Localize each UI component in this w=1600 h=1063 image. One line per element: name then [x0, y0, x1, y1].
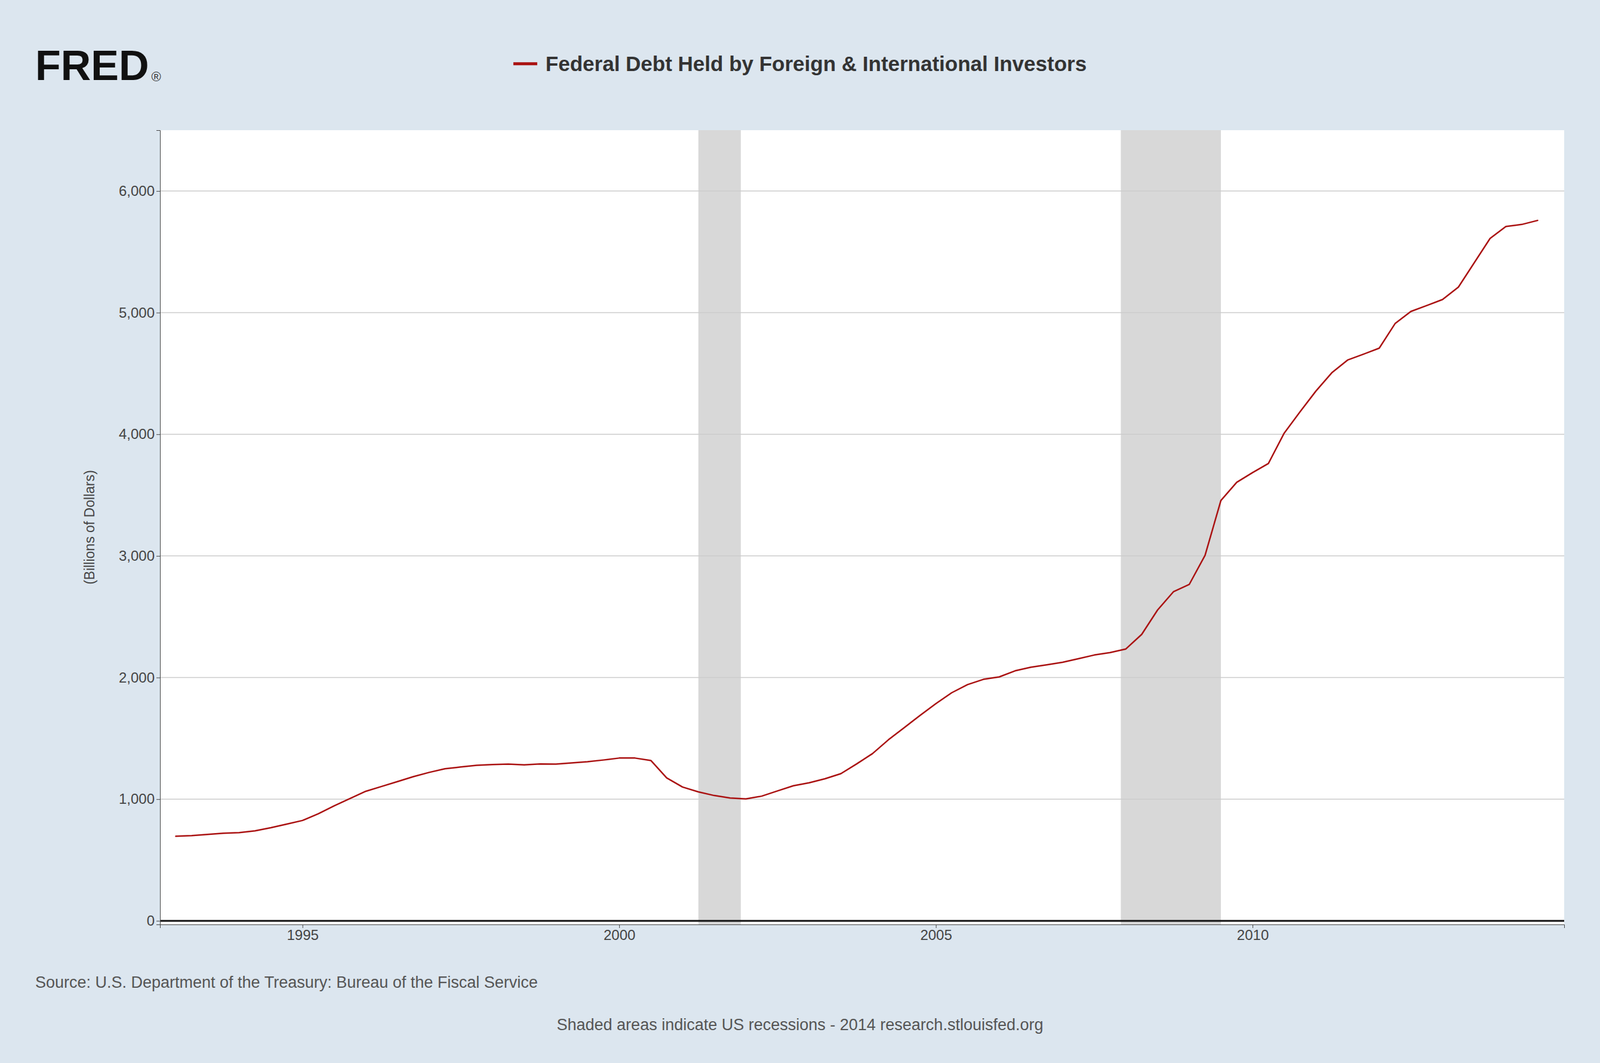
y-tick-mark: [156, 312, 160, 314]
y-tick: 6,000: [118, 182, 160, 199]
x-tick: 2000: [603, 924, 636, 943]
title: Federal Debt Held by Foreign & Internati…: [545, 51, 1087, 76]
y-axis: 0 1,000 2,000 3,000 4,000 5,000 6,000: [118, 130, 161, 929]
y-tick-mark: [156, 191, 160, 192]
y-tick: 1,000: [118, 790, 160, 807]
y-axis-title: (Billions of Dollars): [81, 469, 98, 585]
x-tick-label: 2010: [1237, 926, 1269, 943]
data-line: [176, 220, 1538, 836]
page-background: [0, 0, 1600, 1063]
plot: 0 1,000 2,000 3,000 4,000 5,000 6,000 1995 2000 2…: [81, 130, 1565, 943]
grid-line: [160, 312, 1565, 314]
y-tick-label: 4,000: [118, 425, 155, 442]
y-tick: 0: [146, 912, 160, 929]
y-tick-label: 6,000: [118, 182, 155, 199]
y-tick-mark: [156, 677, 160, 679]
recession-band: [1120, 130, 1221, 925]
y-tick-label: 3,000: [118, 547, 155, 564]
x-tick: 2005: [920, 924, 952, 943]
x-tick-label: 2000: [603, 926, 636, 943]
grid: [160, 191, 1565, 921]
x-axis: 1995 2000 2005 2010: [160, 924, 1565, 943]
x-axis-line: [160, 924, 1565, 929]
y-tick-mark: [156, 798, 160, 800]
x-tick-label: 1995: [287, 926, 319, 943]
y-tick-mark: [156, 920, 160, 922]
y-tick: 5,000: [118, 304, 160, 321]
plot-background: [160, 130, 1565, 925]
y-tick-label: 5,000: [118, 304, 155, 321]
x-tick-label: 2005: [920, 926, 952, 943]
recession-band: [698, 130, 741, 925]
y-tick-label: 1,000: [118, 790, 155, 807]
title-group: Federal Debt Held by Foreign & Internati…: [513, 51, 1087, 76]
source: Source: U.S. Department of the Treasury:…: [35, 973, 538, 992]
y-tick: 4,000: [118, 425, 160, 442]
x-tick: 2010: [1237, 924, 1269, 943]
x-tick: 1995: [287, 924, 319, 943]
grid-line: [160, 190, 1565, 192]
y-axis-line: [156, 130, 161, 925]
grid-line: [160, 555, 1565, 557]
grid-line: [160, 798, 1565, 800]
y-tick-mark: [156, 555, 160, 557]
y-tick: 2,000: [118, 669, 160, 686]
note: Shaded areas indicate US recessions - 20…: [557, 1015, 1044, 1034]
logo-mark: ®: [151, 69, 162, 85]
grid-line: [160, 920, 1565, 922]
grid-line: [160, 433, 1565, 435]
legend-key: [513, 62, 538, 66]
logo: FRED: [35, 42, 150, 89]
y-tick-mark: [156, 434, 160, 435]
y-tick-label: 2,000: [118, 669, 155, 686]
marks: [160, 130, 1565, 925]
chart: 0 1,000 2,000 3,000 4,000 5,000 6,000 1995 2000 2…: [0, 0, 1600, 1063]
y-tick: 3,000: [118, 547, 160, 564]
grid-line: [160, 677, 1565, 679]
baseline: [160, 919, 1565, 922]
y-tick-label: 0: [146, 912, 155, 929]
